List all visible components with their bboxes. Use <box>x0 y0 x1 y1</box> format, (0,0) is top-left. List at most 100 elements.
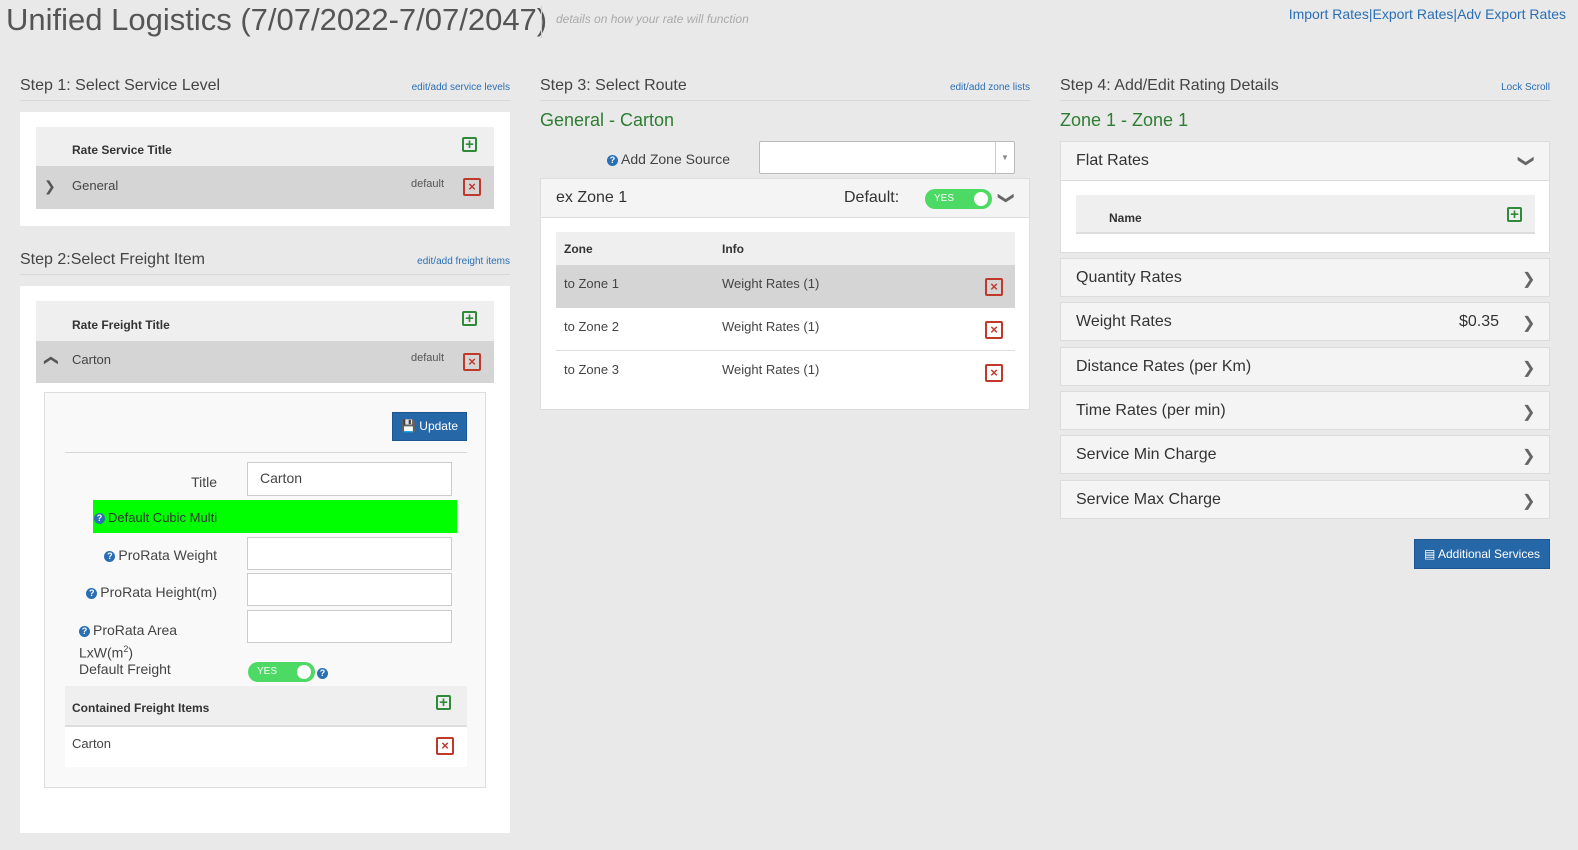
default-tag: default <box>411 352 445 364</box>
zone-panel: ex Zone 1 Default: YES ❯ Zone Info to Zo… <box>540 178 1030 410</box>
dropdown-arrow-icon[interactable]: ▼ <box>995 142 1014 173</box>
flat-rates-table-header: Name + <box>1076 195 1535 234</box>
section-title: Distance Rates (per Km) <box>1076 358 1252 375</box>
help-icon[interactable]: ? <box>317 668 328 679</box>
step1-heading: Step 1: Select Service Level <box>20 77 221 94</box>
service-row-title: General <box>72 178 119 193</box>
export-rates-link[interactable]: Export Rates <box>1372 6 1454 22</box>
chevron-right-icon[interactable]: ❯ <box>1522 493 1536 510</box>
edit-service-levels-link[interactable]: edit/add service levels <box>411 82 510 93</box>
weight-rates-section[interactable]: Weight Rates $0.35 ❯ <box>1060 302 1550 341</box>
prorata-weight-field[interactable] <box>247 537 452 570</box>
section-title: Quantity Rates <box>1076 269 1182 286</box>
prorata-area-field[interactable] <box>247 610 452 643</box>
name-column-header: Name <box>1109 211 1142 225</box>
prorata-height-label: ? ProRata Height(m) <box>65 584 217 600</box>
service-min-charge-section[interactable]: Service Min Charge ❯ <box>1060 435 1550 474</box>
add-freight-icon[interactable]: + <box>462 311 477 326</box>
chevron-right-icon[interactable]: ❯ <box>1522 404 1536 421</box>
freight-edit-form: 💾 Update Title Carton ? Default Cubic Mul… <box>44 392 486 788</box>
freight-row[interactable]: ❯ Carton default × <box>36 341 494 383</box>
zone-info: Weight Rates (1) <box>722 319 820 334</box>
adv-export-rates-link[interactable]: Adv Export Rates <box>1457 6 1566 22</box>
zone-row[interactable]: to Zone 2 Weight Rates (1) × <box>556 308 1015 351</box>
default-freight-toggle[interactable]: YES <box>248 662 315 682</box>
prorata-height-field[interactable] <box>247 573 452 606</box>
title-label: Title <box>191 474 217 490</box>
service-row[interactable]: ❯ General default × <box>36 166 494 209</box>
delete-contained-item-icon[interactable]: × <box>436 737 454 755</box>
chevron-right-icon[interactable]: ❯ <box>1522 360 1536 377</box>
flat-rates-header[interactable]: Flat Rates ❯ <box>1061 142 1549 181</box>
distance-rates-section[interactable]: Distance Rates (per Km) ❯ <box>1060 347 1550 386</box>
zone-panel-header: ex Zone 1 Default: YES ❯ <box>541 179 1029 218</box>
step4-rule <box>1060 100 1550 101</box>
toggle-knob <box>974 192 988 206</box>
add-contained-item-icon[interactable]: + <box>436 695 451 710</box>
section-title: Service Min Charge <box>1076 446 1217 463</box>
step4-heading: Step 4: Add/Edit Rating Details <box>1060 77 1279 94</box>
chevron-down-icon[interactable]: ❯ <box>1517 154 1535 168</box>
add-flat-rate-icon[interactable]: + <box>1507 207 1522 222</box>
contained-item-row[interactable]: Carton × <box>65 725 467 767</box>
delete-zone-icon[interactable]: × <box>985 321 1003 339</box>
info-column-header: Info <box>722 242 744 256</box>
header-divider <box>541 6 542 38</box>
help-icon[interactable]: ? <box>607 155 619 166</box>
zone-info: Weight Rates (1) <box>722 276 820 291</box>
list-icon: ▤ <box>1423 547 1436 561</box>
import-rates-link[interactable]: Import Rates <box>1288 6 1369 22</box>
delete-freight-icon[interactable]: × <box>463 353 481 371</box>
edit-freight-items-link[interactable]: edit/add freight items <box>417 256 510 267</box>
save-icon: 💾 <box>401 419 416 433</box>
default-label: Default: <box>844 189 900 206</box>
step3-heading: Step 3: Select Route <box>540 77 687 94</box>
contained-items-title: Contained Freight Items <box>72 701 210 715</box>
chevron-down-icon[interactable]: ❯ <box>997 191 1015 205</box>
chevron-down-icon[interactable]: ❯ <box>44 178 56 194</box>
route-title: General - Carton <box>540 110 675 130</box>
lock-scroll-link[interactable]: Lock Scroll <box>1501 82 1550 93</box>
rate-service-title-header: Rate Service Title <box>72 143 172 157</box>
delete-zone-icon[interactable]: × <box>985 364 1003 382</box>
default-freight-label: Default Freight <box>79 661 171 677</box>
title-field[interactable]: Carton <box>247 462 452 496</box>
zone-name: to Zone 2 <box>564 319 619 334</box>
step1-panel: Rate Service Title + ❯ General default × <box>20 112 510 226</box>
add-service-icon[interactable]: + <box>462 137 477 152</box>
service-max-charge-section[interactable]: Service Max Charge ❯ <box>1060 480 1550 519</box>
step2-panel: Rate Freight Title + ❯ Carton default × … <box>20 286 510 833</box>
zone-default-toggle[interactable]: YES <box>925 189 992 209</box>
zone-source-select[interactable]: ▼ <box>759 141 1015 174</box>
zone-row[interactable]: to Zone 3 Weight Rates (1) × <box>556 351 1015 394</box>
help-icon[interactable]: ? <box>104 551 116 562</box>
step1-rule <box>20 100 510 101</box>
zone-pair-title: Zone 1 - Zone 1 <box>1060 110 1189 130</box>
help-icon[interactable]: ? <box>86 588 98 599</box>
chevron-up-icon[interactable]: ❯ <box>41 354 58 367</box>
flat-rates-panel: Flat Rates ❯ Name + <box>1060 141 1550 253</box>
section-title: Service Max Charge <box>1076 491 1221 508</box>
help-icon[interactable]: ? <box>79 626 90 637</box>
delete-service-icon[interactable]: × <box>463 178 481 196</box>
default-freight-help[interactable]: ? <box>317 664 331 682</box>
prorata-weight-label: ? ProRata Weight <box>65 547 217 563</box>
update-button[interactable]: 💾 Update <box>392 412 467 441</box>
zone-column-header: Zone <box>564 242 593 256</box>
time-rates-section[interactable]: Time Rates (per min) ❯ <box>1060 391 1550 430</box>
service-table-header: Rate Service Title + <box>36 127 494 166</box>
toggle-knob <box>297 665 311 679</box>
contained-items-header: Contained Freight Items + <box>65 686 467 725</box>
help-icon[interactable]: ? <box>94 513 105 524</box>
chevron-right-icon[interactable]: ❯ <box>1522 315 1536 332</box>
default-cubic-multi-label: ? Default Cubic Multi <box>94 510 217 525</box>
quantity-rates-section[interactable]: Quantity Rates ❯ <box>1060 258 1550 297</box>
weight-rate-value: $0.35 <box>1459 313 1500 330</box>
additional-services-button[interactable]: ▤ Additional Services <box>1414 539 1550 569</box>
zone-table-header: Zone Info <box>556 232 1015 265</box>
edit-zone-lists-link[interactable]: edit/add zone lists <box>949 82 1030 93</box>
delete-zone-icon[interactable]: × <box>985 278 1003 296</box>
zone-row[interactable]: to Zone 1 Weight Rates (1) × <box>556 265 1015 308</box>
chevron-right-icon[interactable]: ❯ <box>1522 271 1536 288</box>
chevron-right-icon[interactable]: ❯ <box>1522 448 1536 465</box>
